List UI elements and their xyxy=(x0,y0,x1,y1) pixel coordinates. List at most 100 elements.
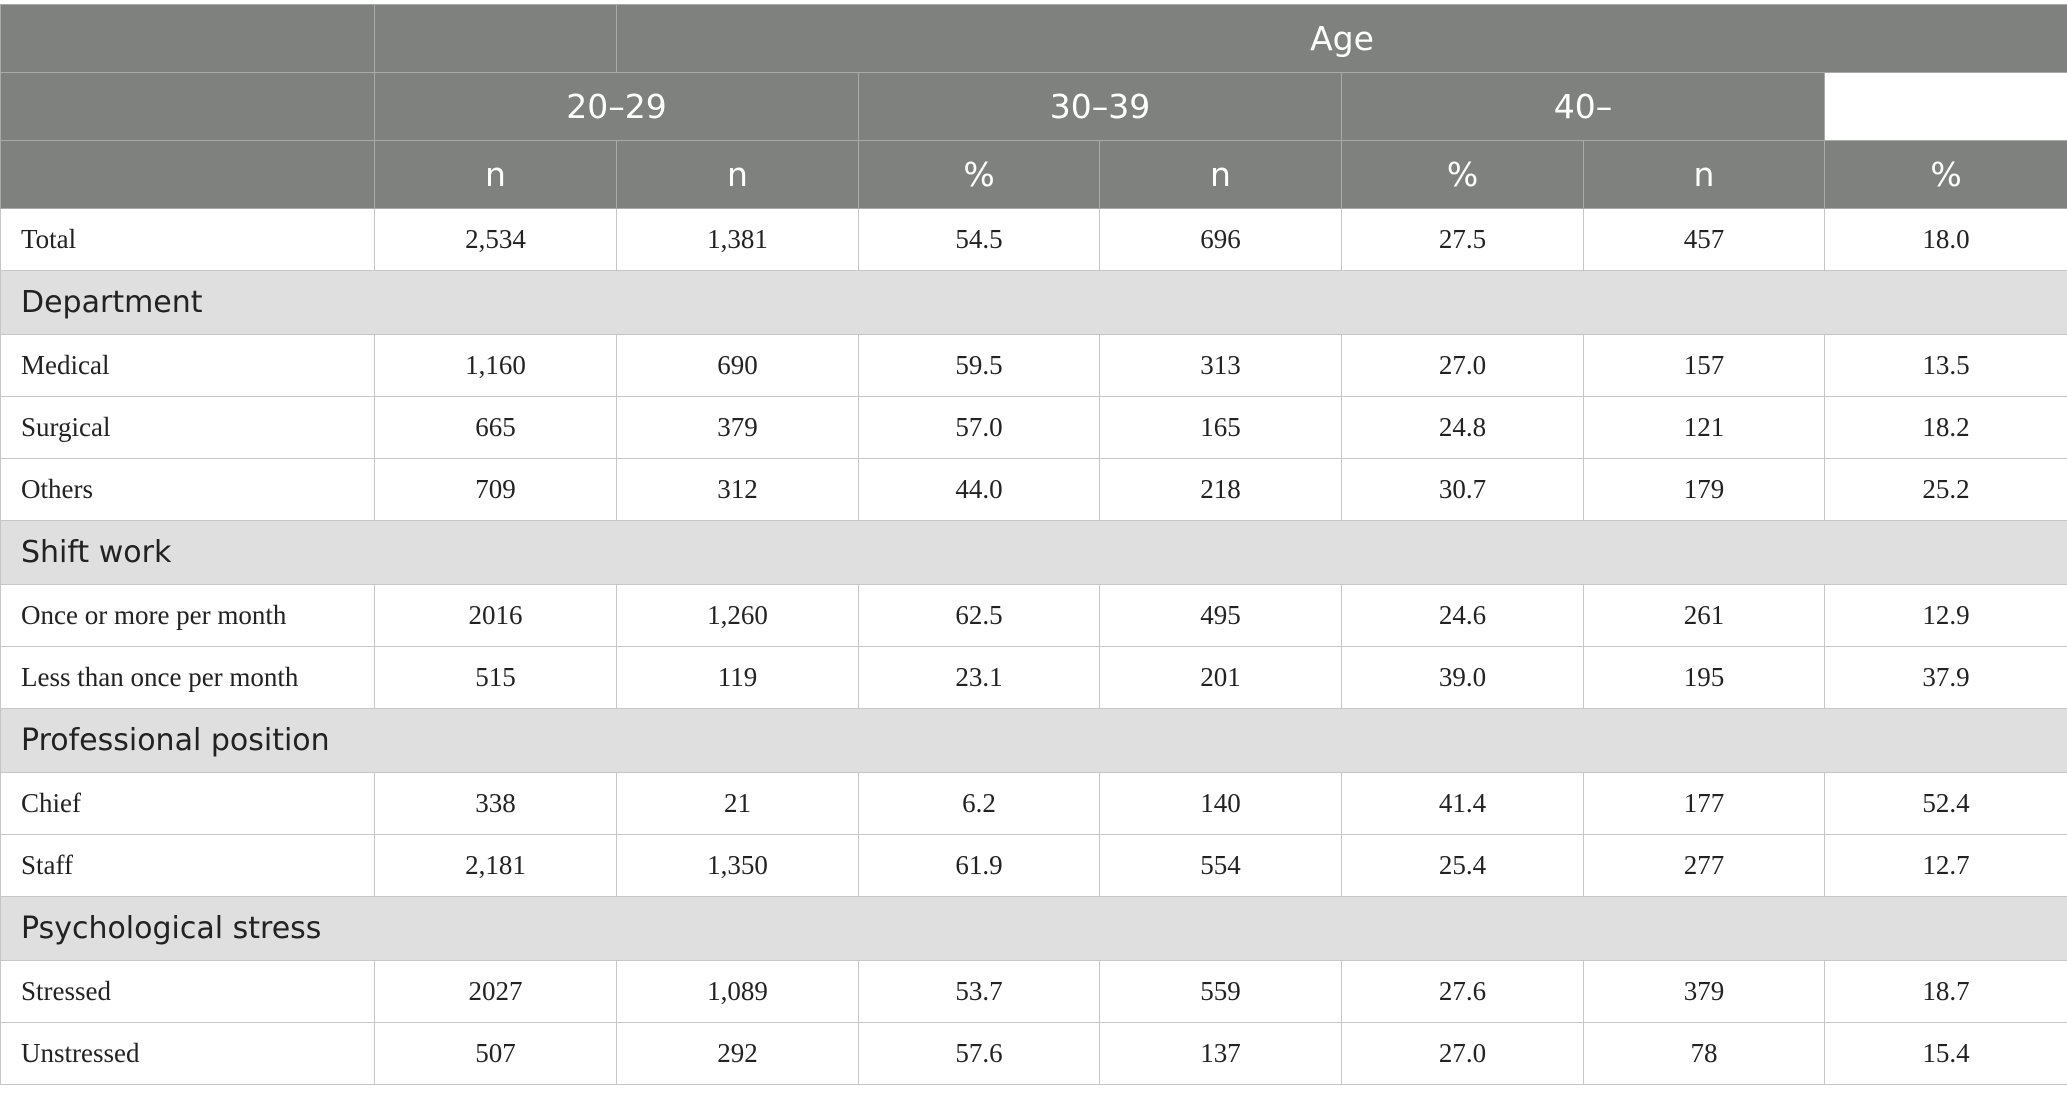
cell: 292 xyxy=(616,1022,859,1085)
cell: 2016 xyxy=(374,584,617,647)
data-row: Others 709 312 44.0 218 30.7 179 25.2 xyxy=(0,458,2067,521)
cell: 12.7 xyxy=(1823,834,2067,897)
section-row: Psychological stress xyxy=(0,896,2067,961)
cell: 57.0 xyxy=(858,396,1100,459)
data-row: Total 2,534 1,381 54.5 696 27.5 457 18.0 xyxy=(0,208,2067,271)
section-label: Department xyxy=(0,270,2067,335)
cell: 1,089 xyxy=(616,960,859,1023)
cell: 157 xyxy=(1583,334,1825,397)
data-row: Surgical 665 379 57.0 165 24.8 121 18.2 xyxy=(0,396,2067,459)
cell: 165 xyxy=(1099,396,1342,459)
section-row: Department xyxy=(0,270,2067,335)
age-group: 20–29 xyxy=(374,72,859,141)
cell: 559 xyxy=(1099,960,1342,1023)
cell: 195 xyxy=(1583,646,1825,709)
cell: 495 xyxy=(1099,584,1342,647)
cell: 313 xyxy=(1099,334,1342,397)
cell: 53.7 xyxy=(858,960,1100,1023)
cell: 218 xyxy=(1099,458,1342,521)
cell: 665 xyxy=(374,396,617,459)
cell: 119 xyxy=(616,646,859,709)
cell: 78 xyxy=(1583,1022,1825,1085)
row-label: Medical xyxy=(0,334,375,397)
cell: 23.1 xyxy=(858,646,1100,709)
subheader: n xyxy=(1583,140,1825,209)
cell: 15.4 xyxy=(1823,1022,2067,1085)
data-row: Medical 1,160 690 59.5 313 27.0 157 13.5 xyxy=(0,334,2067,397)
cell: 379 xyxy=(616,396,859,459)
row-label: Surgical xyxy=(0,396,375,459)
cell: 27.5 xyxy=(1341,208,1584,271)
cell: 27.0 xyxy=(1341,334,1584,397)
cell: 57.6 xyxy=(858,1022,1100,1085)
cell: 554 xyxy=(1099,834,1342,897)
cell: 709 xyxy=(374,458,617,521)
cell: 41.4 xyxy=(1341,772,1584,835)
header-row: n n% n% n% xyxy=(0,140,2067,209)
row-label: Less than once per month xyxy=(0,646,375,709)
cell: 515 xyxy=(374,646,617,709)
cell: 39.0 xyxy=(1341,646,1584,709)
row-label: Staff xyxy=(0,834,375,897)
header-row: 20–29 30–39 40– xyxy=(0,72,2067,141)
section-row: Professional position xyxy=(0,708,2067,773)
cell: 6.2 xyxy=(858,772,1100,835)
cell: 44.0 xyxy=(858,458,1100,521)
cell: 18.0 xyxy=(1823,208,2067,271)
table-header: Age 20–29 30–39 40– n n% n% n% xyxy=(0,4,2067,209)
cell: 52.4 xyxy=(1823,772,2067,835)
section-label: Psychological stress xyxy=(0,896,2067,961)
cell: 1,260 xyxy=(616,584,859,647)
data-row: Stressed 2027 1,089 53.7 559 27.6 379 18.7 xyxy=(0,960,2067,1023)
subheader: n xyxy=(374,140,617,209)
header-cell xyxy=(0,72,375,141)
cell: 1,160 xyxy=(374,334,617,397)
age-group: 40– xyxy=(1341,72,1825,141)
cell: 1,381 xyxy=(616,208,859,271)
data-row: Chief 338 21 6.2 140 41.4 177 52.4 xyxy=(0,772,2067,835)
cell: 140 xyxy=(1099,772,1342,835)
cell: 2,181 xyxy=(374,834,617,897)
cell: 696 xyxy=(1099,208,1342,271)
cell: 121 xyxy=(1583,396,1825,459)
cell: 18.2 xyxy=(1823,396,2067,459)
cell: 179 xyxy=(1583,458,1825,521)
data-row: Unstressed 507 292 57.6 137 27.0 78 15.4 xyxy=(0,1022,2067,1085)
cell: 24.6 xyxy=(1341,584,1584,647)
cell: 54.5 xyxy=(858,208,1100,271)
cell: 21 xyxy=(616,772,859,835)
cell: 27.6 xyxy=(1341,960,1584,1023)
page: Age 20–29 30–39 40– n n% n% n% Total 2,534 1,381 5… xyxy=(0,4,2067,1102)
header-cell xyxy=(0,4,375,73)
header-cell xyxy=(374,4,617,73)
group-label: Age xyxy=(615,4,2067,73)
cell: 261 xyxy=(1583,584,1825,647)
cell: 277 xyxy=(1583,834,1825,897)
cell: 59.5 xyxy=(858,334,1100,397)
cell: 379 xyxy=(1583,960,1825,1023)
cell: 30.7 xyxy=(1341,458,1584,521)
row-label: Unstressed xyxy=(0,1022,375,1085)
age-group: 30–39 xyxy=(858,72,1342,141)
cell: 2027 xyxy=(374,960,617,1023)
cell: 457 xyxy=(1583,208,1825,271)
cell: 690 xyxy=(616,334,859,397)
section-row: Shift work xyxy=(0,520,2067,585)
header-row: Age xyxy=(0,4,2067,73)
cell: 27.0 xyxy=(1341,1022,1584,1085)
cell: 201 xyxy=(1099,646,1342,709)
cell: 12.9 xyxy=(1823,584,2067,647)
row-label: Stressed xyxy=(0,960,375,1023)
cell: 2,534 xyxy=(374,208,617,271)
cell: 1,350 xyxy=(616,834,859,897)
subheader: % xyxy=(858,140,1100,209)
cell: 61.9 xyxy=(858,834,1100,897)
cell: 25.4 xyxy=(1341,834,1584,897)
cell: 25.2 xyxy=(1823,458,2067,521)
data-row: Once or more per month 2016 1,260 62.5 495 24… xyxy=(0,584,2067,647)
cell: 338 xyxy=(374,772,617,835)
row-label: Total xyxy=(0,208,375,271)
subheader: n xyxy=(1099,140,1342,209)
subheader: % xyxy=(1823,140,2067,209)
row-label: Chief xyxy=(0,772,375,835)
